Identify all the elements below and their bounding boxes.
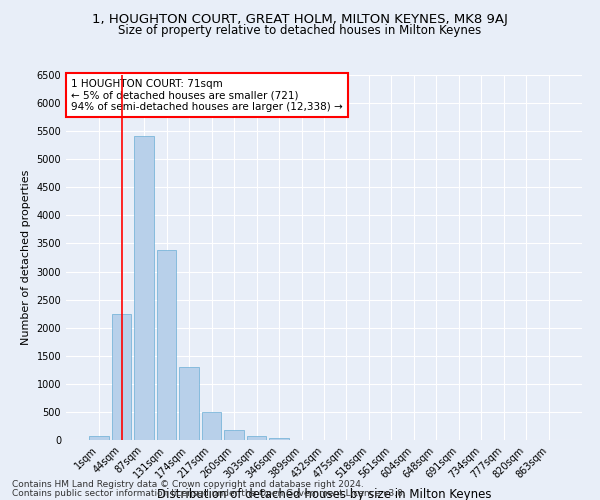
Bar (89, 436, 109, 440)
X-axis label: Distribution of detached houses by size in Milton Keynes: Distribution of detached houses by size … (157, 488, 491, 500)
Bar (202, 412, 221, 440)
Y-axis label: Number of detached properties: Number of detached properties (21, 170, 31, 345)
Bar (179, 367, 199, 440)
Text: Size of property relative to detached houses in Milton Keynes: Size of property relative to detached ho… (118, 24, 482, 37)
Bar (247, 436, 266, 440)
Bar (134, 136, 154, 440)
Text: Contains public sector information licensed under the Open Government Licence v3: Contains public sector information licen… (12, 488, 406, 498)
Bar (112, 314, 131, 440)
Bar (157, 250, 176, 440)
Bar (224, 430, 244, 440)
Bar (269, 438, 289, 440)
Text: Contains HM Land Registry data © Crown copyright and database right 2024.: Contains HM Land Registry data © Crown c… (12, 480, 364, 489)
Text: 1, HOUGHTON COURT, GREAT HOLM, MILTON KEYNES, MK8 9AJ: 1, HOUGHTON COURT, GREAT HOLM, MILTON KE… (92, 12, 508, 26)
Text: 1 HOUGHTON COURT: 71sqm
← 5% of detached houses are smaller (721)
94% of semi-de: 1 HOUGHTON COURT: 71sqm ← 5% of detached… (71, 78, 343, 112)
